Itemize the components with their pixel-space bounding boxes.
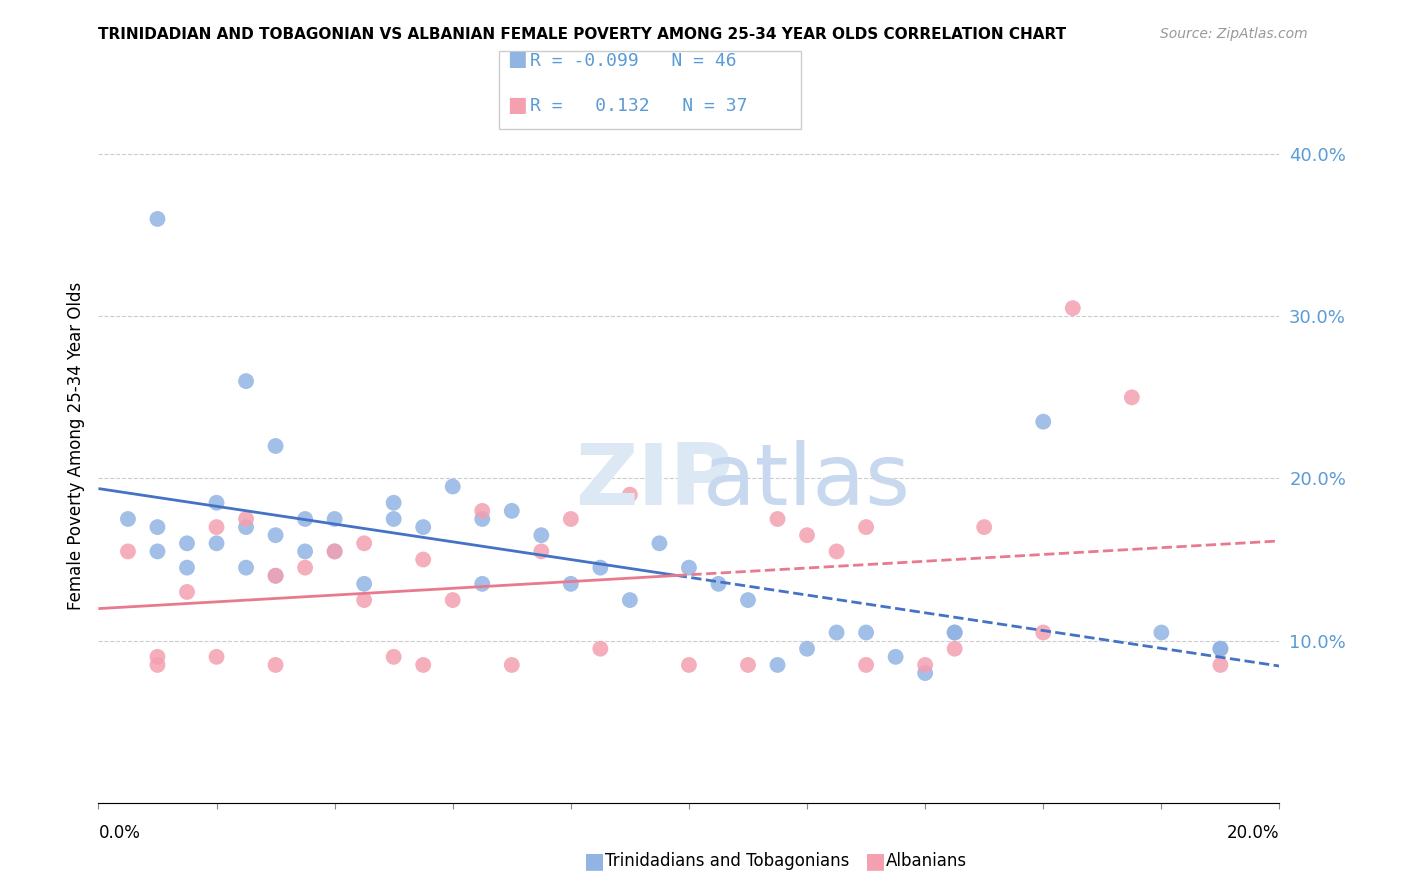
Point — [264, 657, 287, 672]
Point — [855, 657, 877, 672]
Point — [560, 577, 582, 591]
Point — [589, 560, 612, 574]
Point — [235, 560, 257, 574]
Point — [323, 544, 346, 558]
Point — [412, 552, 434, 566]
Text: R =   0.132   N = 37: R = 0.132 N = 37 — [530, 97, 748, 115]
Point — [264, 439, 287, 453]
Point — [766, 512, 789, 526]
Point — [146, 211, 169, 226]
Text: ■: ■ — [508, 49, 527, 69]
Point — [294, 512, 316, 526]
Point — [648, 536, 671, 550]
Point — [1209, 641, 1232, 656]
Point — [146, 544, 169, 558]
Point — [205, 649, 228, 664]
Point — [589, 641, 612, 656]
Point — [943, 625, 966, 640]
Point — [943, 641, 966, 656]
Point — [1209, 641, 1232, 656]
Point — [914, 666, 936, 681]
Point — [1032, 625, 1054, 640]
Point — [914, 657, 936, 672]
Point — [264, 528, 287, 542]
Point — [737, 593, 759, 607]
Point — [176, 585, 198, 599]
Point — [825, 625, 848, 640]
Point — [1150, 625, 1173, 640]
Point — [1121, 390, 1143, 404]
Point — [235, 512, 257, 526]
Text: ■: ■ — [865, 851, 886, 871]
Y-axis label: Female Poverty Among 25-34 Year Olds: Female Poverty Among 25-34 Year Olds — [66, 282, 84, 610]
Point — [323, 512, 346, 526]
Point — [294, 560, 316, 574]
Point — [1062, 301, 1084, 315]
Point — [943, 625, 966, 640]
Point — [264, 568, 287, 582]
Text: ■: ■ — [508, 95, 527, 115]
Point — [1209, 657, 1232, 672]
Point — [412, 657, 434, 672]
Point — [353, 536, 375, 550]
Point — [678, 657, 700, 672]
Point — [323, 544, 346, 558]
Point — [176, 560, 198, 574]
Point — [471, 577, 494, 591]
Point — [117, 512, 139, 526]
Point — [205, 520, 228, 534]
Point — [382, 496, 405, 510]
Point — [205, 536, 228, 550]
Point — [471, 512, 494, 526]
Text: ZIP: ZIP — [575, 440, 733, 524]
Point — [353, 593, 375, 607]
Point — [855, 520, 877, 534]
Point — [855, 625, 877, 640]
Text: atlas: atlas — [703, 440, 911, 524]
Point — [619, 593, 641, 607]
Point — [205, 496, 228, 510]
Text: ■: ■ — [583, 851, 605, 871]
Point — [501, 657, 523, 672]
Point — [796, 528, 818, 542]
Point — [619, 488, 641, 502]
Point — [530, 528, 553, 542]
Point — [501, 504, 523, 518]
Point — [825, 544, 848, 558]
Point — [146, 657, 169, 672]
Point — [294, 544, 316, 558]
Text: R = -0.099   N = 46: R = -0.099 N = 46 — [530, 53, 737, 70]
Point — [117, 544, 139, 558]
Point — [353, 577, 375, 591]
Point — [1032, 415, 1054, 429]
Point — [441, 479, 464, 493]
Point — [707, 577, 730, 591]
Text: Albanians: Albanians — [886, 852, 967, 870]
Text: 0.0%: 0.0% — [98, 824, 141, 842]
Point — [146, 649, 169, 664]
Text: 20.0%: 20.0% — [1227, 824, 1279, 842]
Point — [176, 536, 198, 550]
Point — [235, 374, 257, 388]
Point — [766, 657, 789, 672]
Text: Source: ZipAtlas.com: Source: ZipAtlas.com — [1160, 27, 1308, 41]
Point — [146, 520, 169, 534]
Point — [560, 512, 582, 526]
Point — [264, 568, 287, 582]
Point — [382, 649, 405, 664]
Point — [796, 641, 818, 656]
Point — [235, 520, 257, 534]
Point — [530, 544, 553, 558]
Point — [441, 593, 464, 607]
Text: Trinidadians and Tobagonians: Trinidadians and Tobagonians — [605, 852, 849, 870]
Point — [382, 512, 405, 526]
Text: TRINIDADIAN AND TOBAGONIAN VS ALBANIAN FEMALE POVERTY AMONG 25-34 YEAR OLDS CORR: TRINIDADIAN AND TOBAGONIAN VS ALBANIAN F… — [98, 27, 1067, 42]
Point — [973, 520, 995, 534]
Point — [884, 649, 907, 664]
Point — [471, 504, 494, 518]
Point — [412, 520, 434, 534]
Point — [737, 657, 759, 672]
Point — [678, 560, 700, 574]
